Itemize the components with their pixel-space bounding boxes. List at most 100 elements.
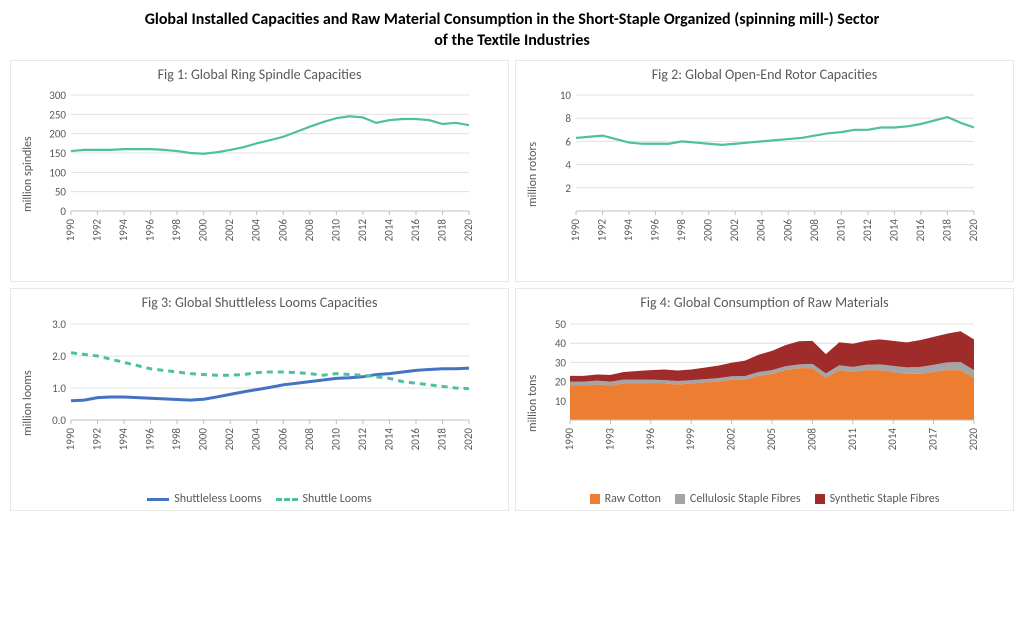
svg-text:2011: 2011 xyxy=(846,428,859,451)
svg-text:2012: 2012 xyxy=(861,219,874,242)
svg-text:150: 150 xyxy=(49,147,66,160)
svg-text:1994: 1994 xyxy=(117,428,130,451)
svg-text:2000: 2000 xyxy=(197,428,210,451)
legend-label: Shuttle Looms xyxy=(303,492,372,506)
fig2-ylabel: million rotors xyxy=(524,89,542,259)
svg-text:2018: 2018 xyxy=(435,428,448,451)
legend-label: Shuttleless Looms xyxy=(174,492,261,506)
page-title: Global Installed Capacities and Raw Mate… xyxy=(10,10,1014,52)
svg-text:2008: 2008 xyxy=(808,219,821,242)
svg-text:1994: 1994 xyxy=(117,219,130,242)
legend-item: Shuttleless Looms xyxy=(147,492,261,506)
svg-text:2002: 2002 xyxy=(223,428,236,451)
svg-text:250: 250 xyxy=(49,109,66,122)
svg-text:1996: 1996 xyxy=(144,428,157,451)
svg-text:2020: 2020 xyxy=(462,219,475,242)
svg-text:2016: 2016 xyxy=(409,428,422,451)
fig4-title-text: Fig 4: Global Consumption of Raw Materia… xyxy=(640,294,888,311)
legend-swatch xyxy=(675,494,685,504)
svg-text:20: 20 xyxy=(555,376,567,389)
fig1-title: Fig 1: Global Ring Spindle Capacities xyxy=(19,67,500,84)
svg-text:6: 6 xyxy=(565,136,571,149)
svg-text:2005: 2005 xyxy=(765,428,778,450)
svg-text:2.0: 2.0 xyxy=(52,350,66,363)
legend-label: Cellulosic Staple Fibres xyxy=(690,492,801,506)
svg-text:200: 200 xyxy=(49,128,66,141)
legend-item: Cellulosic Staple Fibres xyxy=(675,492,801,506)
svg-text:2020: 2020 xyxy=(967,428,980,451)
svg-text:1998: 1998 xyxy=(675,219,688,242)
svg-text:1999: 1999 xyxy=(684,428,697,451)
svg-text:2006: 2006 xyxy=(276,428,289,451)
svg-text:2004: 2004 xyxy=(755,219,768,242)
svg-text:2010: 2010 xyxy=(329,219,342,242)
fig4-chart: 1020304050199019931996199920022005200820… xyxy=(542,318,982,468)
panel-fig1: Fig 1: Global Ring Spindle Capacities mi… xyxy=(10,60,509,283)
fig4-legend: Raw Cotton Cellulosic Staple Fibres Synthe… xyxy=(524,492,1005,506)
svg-text:2008: 2008 xyxy=(303,428,316,451)
svg-text:10: 10 xyxy=(555,395,567,408)
svg-text:4: 4 xyxy=(565,159,571,172)
svg-text:40: 40 xyxy=(555,337,567,350)
svg-text:2014: 2014 xyxy=(886,428,899,451)
svg-text:50: 50 xyxy=(55,186,67,199)
svg-text:10: 10 xyxy=(560,89,572,102)
title-line-2: of the Textile Industries xyxy=(434,31,590,50)
svg-text:1992: 1992 xyxy=(596,219,609,242)
svg-text:1996: 1996 xyxy=(144,219,157,242)
panel-fig3: Fig 3: Global Shuttleless Looms Capaciti… xyxy=(10,288,509,511)
legend-item: Synthetic Staple Fibres xyxy=(815,492,940,506)
svg-text:2000: 2000 xyxy=(702,219,715,242)
svg-text:1994: 1994 xyxy=(622,219,635,242)
fig3-title: Fig 3: Global Shuttleless Looms Capaciti… xyxy=(19,295,500,312)
legend-swatch xyxy=(590,494,600,504)
svg-text:2002: 2002 xyxy=(223,219,236,242)
fig1-ylabel: million spindles xyxy=(19,89,37,259)
fig3-chart: 0.01.02.03.01990199219941996199820002002… xyxy=(37,318,477,468)
svg-text:2017: 2017 xyxy=(927,428,940,451)
svg-text:1.0: 1.0 xyxy=(52,382,66,395)
fig4-title: Fig 4: Global Consumption of Raw Materia… xyxy=(524,295,1005,312)
svg-text:2008: 2008 xyxy=(805,428,818,451)
svg-text:2002: 2002 xyxy=(728,219,741,242)
svg-text:2000: 2000 xyxy=(197,219,210,242)
svg-text:1990: 1990 xyxy=(569,219,582,242)
svg-text:3.0: 3.0 xyxy=(52,318,66,331)
title-line-1: Global Installed Capacities and Raw Mate… xyxy=(145,10,880,29)
panel-fig4: Fig 4: Global Consumption of Raw Materia… xyxy=(515,288,1014,511)
legend-item: Shuttle Looms xyxy=(276,492,372,506)
svg-text:30: 30 xyxy=(555,357,567,370)
svg-text:2008: 2008 xyxy=(303,219,316,242)
svg-text:1990: 1990 xyxy=(563,428,576,451)
svg-text:2016: 2016 xyxy=(409,219,422,242)
svg-text:2010: 2010 xyxy=(834,219,847,242)
legend-swatch xyxy=(147,498,169,501)
svg-text:2014: 2014 xyxy=(382,428,395,451)
panel-fig2: Fig 2: Global Open-End Rotor Capacities … xyxy=(515,60,1014,283)
svg-text:1998: 1998 xyxy=(170,428,183,451)
fig2-title: Fig 2: Global Open-End Rotor Capacities xyxy=(524,67,1005,84)
svg-text:1992: 1992 xyxy=(91,219,104,242)
svg-text:2012: 2012 xyxy=(356,219,369,242)
svg-text:2014: 2014 xyxy=(382,219,395,242)
svg-text:2012: 2012 xyxy=(356,428,369,451)
svg-text:2006: 2006 xyxy=(276,219,289,242)
fig1-chart: 0501001502002503001990199219941996199820… xyxy=(37,89,477,259)
svg-text:2006: 2006 xyxy=(781,219,794,242)
svg-text:100: 100 xyxy=(49,167,66,180)
svg-text:2020: 2020 xyxy=(462,428,475,451)
svg-text:1996: 1996 xyxy=(644,428,657,451)
svg-text:1990: 1990 xyxy=(64,219,77,242)
svg-text:2018: 2018 xyxy=(435,219,448,242)
legend-label: Raw Cotton xyxy=(605,492,661,506)
svg-text:2020: 2020 xyxy=(967,219,980,242)
svg-text:0: 0 xyxy=(60,205,66,218)
chart-grid: Fig 1: Global Ring Spindle Capacities mi… xyxy=(10,60,1014,512)
svg-text:300: 300 xyxy=(49,89,66,102)
svg-text:8: 8 xyxy=(565,113,571,126)
svg-text:1993: 1993 xyxy=(603,428,616,451)
svg-text:2014: 2014 xyxy=(887,219,900,242)
fig3-ylabel: million looms xyxy=(19,318,37,488)
svg-text:2018: 2018 xyxy=(940,219,953,242)
svg-text:0.0: 0.0 xyxy=(52,414,66,427)
